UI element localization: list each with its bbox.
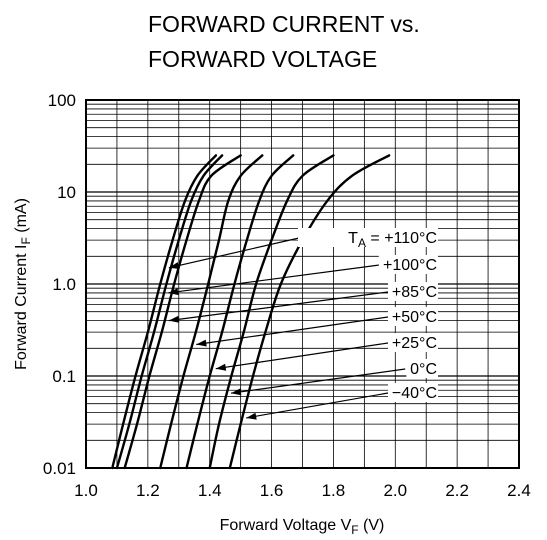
plot-frame (85, 99, 520, 469)
chart-title-line-1: FORWARD CURRENT vs. (148, 11, 420, 37)
y-tick-label: 0.1 (52, 367, 76, 386)
y-axis-label: Forward Current IF (mA) (13, 198, 33, 370)
annotation-leaders (168, 237, 406, 420)
annotation-leader (215, 342, 389, 370)
curves (111, 154, 391, 470)
y-tick-label: 0.01 (43, 459, 76, 478)
x-tick-label: 1.4 (198, 481, 222, 500)
x-tick-label: 1.6 (260, 481, 284, 500)
annotation-leader (168, 291, 389, 322)
annotation-leader (246, 392, 389, 419)
annotation-arrowhead (168, 262, 180, 269)
x-tick-label: 1.8 (322, 481, 346, 500)
grid (86, 100, 519, 468)
y-axis-label-main: Forward Current I (13, 245, 30, 370)
annotation-label: −40°C (392, 385, 437, 402)
annotation-arrowhead (215, 363, 227, 371)
x-tick-labels: 1.0 1.2 1.4 1.6 1.8 2.0 2.2 2.4 (74, 481, 531, 500)
annotation-leader (168, 237, 300, 269)
series-line-1 (115, 154, 224, 470)
annotation-label-background (388, 333, 438, 352)
series-line-2 (123, 154, 242, 470)
x-axis-label-sub: F (351, 523, 358, 537)
annotation-label: +50°C (392, 309, 437, 326)
annotation-label-background (388, 282, 438, 301)
x-tick-label: 1.0 (74, 481, 98, 500)
annotation-arrowhead (196, 339, 207, 347)
x-tick-label: 2.4 (507, 481, 531, 500)
series-line-0 (111, 154, 218, 470)
annotation-label: TA = +110°C (348, 230, 437, 250)
x-axis-label-unit: (V) (359, 517, 385, 534)
x-axis-label: Forward Voltage VF (V) (220, 517, 385, 537)
annotation-leader (168, 264, 380, 294)
y-tick-labels: 0.01 0.1 1.0 10 100 (43, 91, 76, 478)
series-line-5 (208, 154, 335, 470)
chart-title-line-2: FORWARD VOLTAGE (148, 46, 377, 72)
annotation-label-background (388, 307, 438, 326)
annotation-label-background (406, 359, 438, 378)
y-axis-label-unit: (mA) (13, 198, 30, 237)
y-tick-label: 10 (57, 183, 76, 202)
x-axis-label-main: Forward Voltage V (220, 517, 352, 534)
annotation-leader (196, 316, 389, 346)
series-line-3 (159, 154, 264, 470)
annotation-label-background (378, 255, 438, 274)
y-tick-label: 1.0 (52, 275, 76, 294)
annotation-label: +100°C (383, 257, 437, 274)
annotation-labels: TA = +110°C +100°C +85°C +50°C +25°C 0°C −40°C (298, 228, 438, 402)
annotation-label: 0°C (410, 361, 437, 378)
y-axis-label-sub: F (19, 237, 33, 244)
annotation-arrowhead (246, 412, 257, 420)
annotation-arrowhead (230, 388, 242, 396)
annotation-label-background (298, 228, 438, 247)
annotation-leader (230, 368, 406, 394)
annotation-label-background (388, 383, 438, 402)
x-tick-label: 2.2 (445, 481, 469, 500)
annotation-label: +85°C (392, 284, 437, 301)
series-line-6 (228, 154, 391, 470)
x-tick-label: 1.2 (136, 481, 160, 500)
annotation-label: +25°C (392, 335, 437, 352)
annotation-arrowhead (168, 288, 179, 296)
x-tick-label: 2.0 (383, 481, 407, 500)
annotation-arrowhead (168, 315, 180, 323)
y-tick-label: 100 (48, 91, 76, 110)
